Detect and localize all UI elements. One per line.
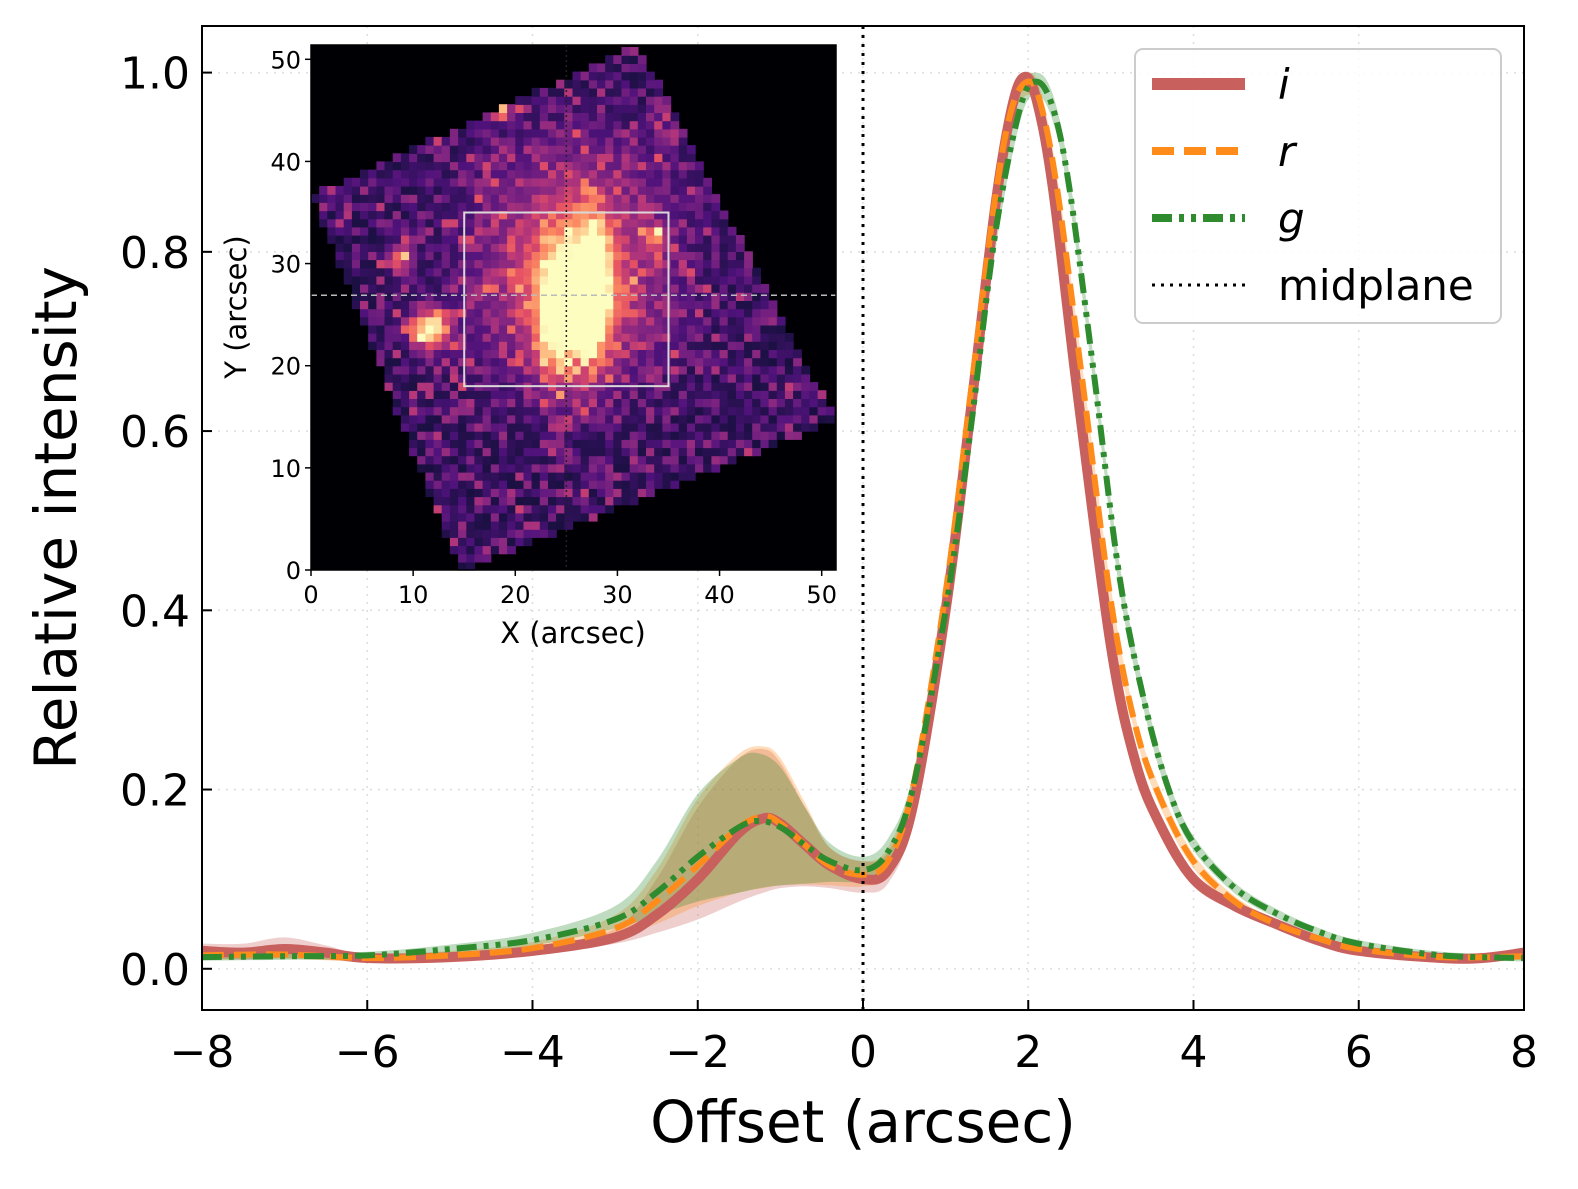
line-r bbox=[201, 78, 1525, 962]
y-tick-label: 0.8 bbox=[120, 228, 190, 279]
y-axis-ticks: 0.0 0.2 0.4 0.6 0.8 1.0 bbox=[120, 49, 212, 996]
inset-y-tick-label: 0 bbox=[286, 557, 301, 585]
x-tick-label: −6 bbox=[335, 1027, 400, 1078]
inset-x-tick-label: 10 bbox=[398, 581, 429, 609]
line-g bbox=[201, 78, 1525, 962]
x-tick-label: 4 bbox=[1180, 1027, 1208, 1078]
x-tick-label: 8 bbox=[1510, 1027, 1538, 1078]
inset-y-tick-label: 30 bbox=[270, 251, 301, 279]
legend-label-i: i bbox=[1278, 60, 1290, 109]
y-tick-label: 0.6 bbox=[120, 407, 190, 458]
inset-y-tick-label: 20 bbox=[270, 353, 301, 381]
inset-heatmap bbox=[311, 47, 835, 571]
x-tick-label: 0 bbox=[849, 1027, 877, 1078]
legend-label-r: r bbox=[1278, 127, 1298, 176]
inset-image: 0 10 20 30 40 50 0 10 20 30 40 50 X (arcsec) Y (ar… bbox=[219, 44, 837, 650]
legend: irg midplane bbox=[1134, 48, 1502, 324]
inset-y-ticks: 0 10 20 30 40 50 bbox=[270, 46, 311, 585]
inset-x-tick-label: 0 bbox=[303, 581, 318, 609]
y-tick-label: 0.0 bbox=[120, 945, 190, 996]
inset-x-tick-label: 50 bbox=[806, 581, 837, 609]
legend-label-midplane: midplane bbox=[1278, 261, 1474, 310]
inset-y-label: Y (arcsec) bbox=[219, 235, 253, 379]
x-axis-ticks: −8 −6 −4 −2 0 2 4 6 8 bbox=[170, 1000, 1538, 1078]
series-lines bbox=[201, 71, 1525, 964]
x-axis-label: Offset (arcsec) bbox=[650, 1088, 1076, 1156]
legend-label-g: g bbox=[1278, 194, 1305, 243]
y-tick-label: 0.4 bbox=[120, 586, 190, 637]
inset-x-tick-label: 30 bbox=[602, 581, 633, 609]
inset-y-tick-label: 40 bbox=[270, 148, 301, 176]
y-tick-label: 0.2 bbox=[120, 766, 190, 817]
x-tick-label: 2 bbox=[1014, 1027, 1042, 1078]
inset-x-label: X (arcsec) bbox=[500, 616, 646, 650]
y-axis-label: Relative intensity bbox=[22, 266, 90, 770]
inset-y-tick-label: 10 bbox=[270, 455, 301, 483]
x-tick-label: −2 bbox=[665, 1027, 730, 1078]
inset-x-tick-label: 20 bbox=[500, 581, 531, 609]
x-tick-label: −8 bbox=[170, 1027, 235, 1078]
inset-x-ticks: 0 10 20 30 40 50 bbox=[303, 570, 837, 609]
y-tick-label: 1.0 bbox=[120, 49, 190, 100]
inset-y-tick-label: 50 bbox=[270, 46, 301, 74]
x-tick-label: −4 bbox=[500, 1027, 565, 1078]
inset-frame bbox=[310, 44, 837, 571]
inset-x-tick-label: 40 bbox=[704, 581, 735, 609]
legend-box bbox=[1134, 48, 1502, 324]
x-tick-label: 6 bbox=[1345, 1027, 1373, 1078]
